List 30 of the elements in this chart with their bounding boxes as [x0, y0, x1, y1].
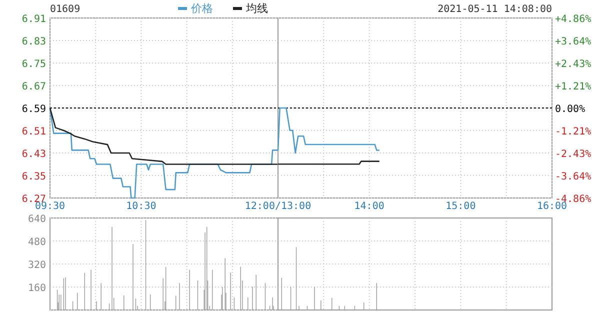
y-tick-label: 640: [28, 214, 46, 225]
x-tick-label: 10:30: [126, 201, 156, 212]
legend-label: 价格: [190, 2, 213, 15]
x-tick-label: 12:00/13:00: [244, 201, 312, 212]
x-tick-label: 16:00: [536, 201, 568, 212]
y2-tick-label: -1.21%: [555, 126, 592, 138]
y-tick-label: 6.59: [22, 104, 46, 115]
y2-tick-label: +4.86%: [555, 14, 592, 25]
y2-tick-label: +1.21%: [555, 82, 592, 93]
chart-title: 01609: [50, 4, 80, 15]
y-tick-label: 6.75: [22, 59, 46, 70]
text: 2021-05-11 14:08:00: [438, 4, 552, 15]
y-tick-label: 320: [28, 260, 46, 271]
y2-tick-label: +3.64%: [555, 36, 592, 48]
x-tick-label: 15:00: [446, 201, 476, 212]
y2-tick-label: 0.00%: [555, 104, 586, 115]
legend-label: 均线: [245, 2, 268, 15]
y2-tick-label: -3.64%: [555, 171, 592, 182]
y-tick-label: 6.83: [22, 36, 46, 48]
x-tick-label: 14:00: [354, 201, 384, 212]
y-tick-label: 6.51: [22, 126, 46, 138]
x-tick-label: 09:30: [34, 201, 66, 212]
y-tick-label: 160: [28, 283, 46, 294]
y2-tick-label: +2.43%: [555, 59, 592, 70]
y-tick-label: 6.35: [22, 172, 46, 182]
y-tick-label: 6.43: [22, 149, 46, 160]
y-tick-label: 480: [28, 237, 46, 248]
y-tick-label: 6.67: [22, 82, 46, 92]
y2-tick-label: -2.43%: [555, 149, 592, 160]
y-tick-label: 6.91: [22, 14, 46, 25]
